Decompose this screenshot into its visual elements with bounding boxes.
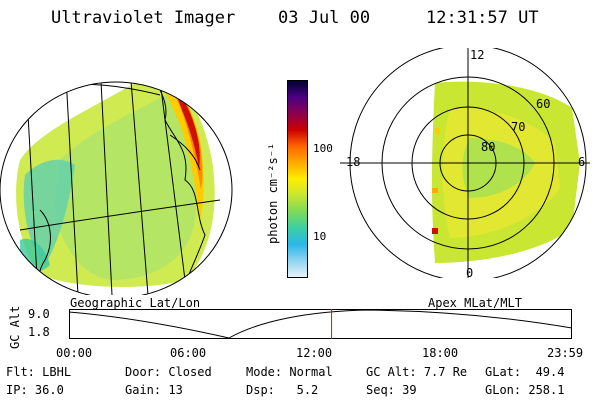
lat-label-80: 80 (481, 140, 496, 154)
info-dsp: Dsp: 5.2 (246, 383, 318, 397)
ip-label: IP: (6, 383, 28, 397)
mlt-label-0: 0 (466, 266, 474, 280)
mlt-label-18: 18 (346, 155, 361, 169)
gain-label: Gain: (125, 383, 162, 397)
time-tick-1: 06:00 (170, 346, 207, 360)
time-label: 12:31:57 UT (426, 8, 539, 28)
flt-label: Flt: (6, 365, 35, 379)
colorbar-tick-10: 10 (313, 230, 327, 243)
glon-label: GLon: (485, 383, 522, 397)
info-seq: Seq: 39 (366, 383, 417, 397)
info-gain: Gain: 13 (125, 383, 183, 397)
mode-value: Normal (289, 365, 333, 379)
info-glon: GLon: 258.1 (485, 383, 564, 397)
ip-value: 36.0 (34, 383, 64, 397)
flt-value: LBHL (42, 365, 72, 379)
lat-label-60: 60 (536, 97, 551, 111)
info-mode: Mode: Normal (246, 365, 333, 379)
glon-value: 258.1 (528, 383, 565, 397)
altitude-axis-label: GC Alt (8, 305, 22, 349)
altitude-tick-high: 9.0 (28, 307, 50, 321)
time-tick-2: 12:00 (296, 346, 333, 360)
time-tick-4: 23:59 (547, 346, 584, 360)
colorbar (287, 80, 308, 278)
date-label: 03 Jul 00 (278, 8, 371, 28)
gain-value: 13 (168, 383, 183, 397)
info-ip: IP: 36.0 (6, 383, 64, 397)
dsp-value: 5.2 (296, 383, 319, 397)
info-glat: GLat: 49.4 (485, 365, 564, 379)
info-door: Door: Closed (125, 365, 212, 379)
colorbar-label: photon cm⁻²s⁻¹ (266, 142, 280, 244)
door-value: Closed (168, 365, 212, 379)
glat-value: 49.4 (535, 365, 565, 379)
lat-label-70: 70 (511, 120, 526, 134)
info-flt: Flt: LBHL (6, 365, 71, 379)
apex-caption: Apex MLat/MLT (428, 296, 522, 310)
gcalt-value: 7.7 Re (423, 365, 468, 379)
altitude-plot (69, 309, 572, 339)
mlt-label-12: 12 (470, 48, 485, 62)
instrument-title: Ultraviolet Imager (51, 8, 236, 28)
time-tick-0: 00:00 (56, 346, 93, 360)
polar-plot (340, 48, 590, 278)
mode-label: Mode: (246, 365, 283, 379)
door-label: Door: (125, 365, 162, 379)
gcalt-label: GC Alt: (366, 365, 417, 379)
geographic-caption: Geographic Lat/Lon (70, 296, 201, 310)
glat-label: GLat: (485, 365, 522, 379)
dsp-label: Dsp: (246, 383, 275, 397)
colorbar-tick-100: 100 (313, 142, 333, 155)
time-tick-3: 18:00 (422, 346, 459, 360)
seq-label: Seq: (366, 383, 395, 397)
mlt-label-6: 6 (578, 155, 586, 169)
altitude-curve (69, 309, 572, 339)
seq-value: 39 (402, 383, 417, 397)
altitude-tick-low: 1.8 (28, 325, 50, 339)
info-gcalt: GC Alt: 7.7 Re (366, 365, 467, 379)
geographic-map (0, 81, 233, 295)
